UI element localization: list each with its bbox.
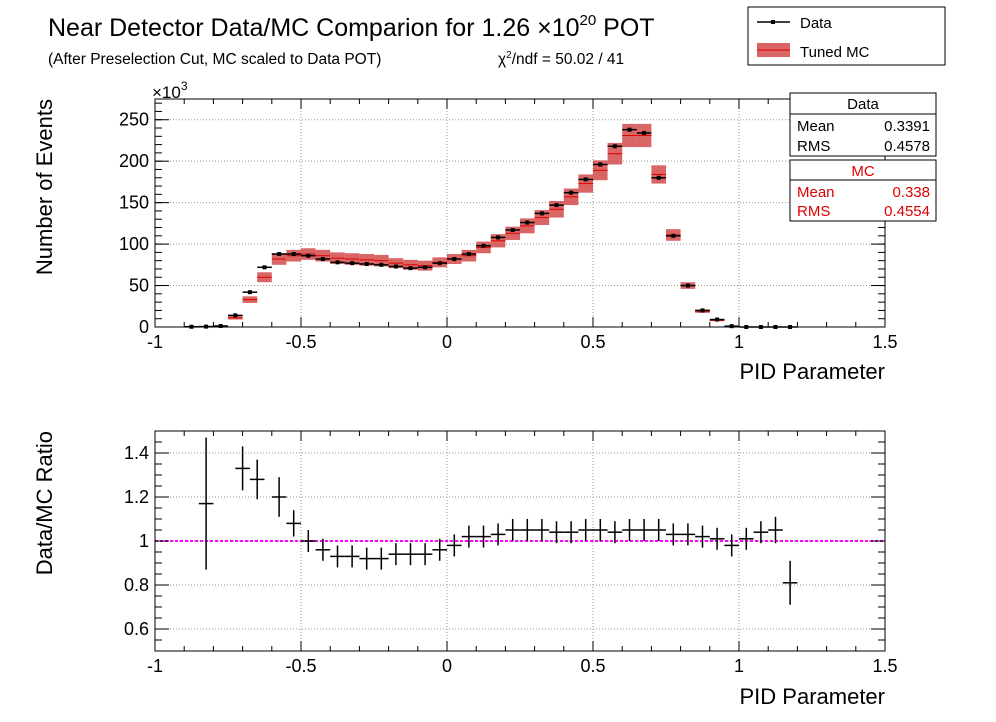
data-point	[247, 290, 252, 295]
top-histogram-panel: -1 -0.5 0 0.5 1 1.5 0 50 100 150 200 250 ×103 PID P…	[32, 79, 898, 384]
data-point	[306, 253, 311, 258]
y-tick-label: 150	[119, 193, 149, 213]
data-point	[291, 252, 296, 257]
y-tick-label: 1.4	[124, 443, 149, 463]
data-point	[539, 211, 544, 216]
top-grid	[155, 99, 885, 327]
ratio-panel: -1 -0.5 0 0.5 1 1.5 0.6 0.8 1 1.2 1.4 PID Paramete…	[32, 430, 898, 709]
y-tick-label: 1.2	[124, 487, 149, 507]
y-tick-label: 200	[119, 151, 149, 171]
ratio-x-axis-title: PID Parameter	[740, 684, 886, 709]
legend-data-marker	[771, 20, 775, 24]
data-point	[729, 324, 734, 329]
data-point-series	[184, 127, 798, 329]
stats-data-title: Data	[847, 96, 879, 113]
mc-band-series	[155, 123, 885, 328]
data-point	[554, 203, 559, 208]
stats-mc-frame	[789, 159, 937, 222]
y-tick-label: 100	[119, 234, 149, 254]
stats-data-rms-value: 0.4578	[884, 138, 930, 155]
data-point	[715, 317, 720, 322]
ratio-point-series	[198, 437, 798, 605]
legend-mc-label: Tuned MC	[800, 44, 870, 61]
x-tick-label: 1	[734, 332, 744, 352]
ratio-grid	[155, 431, 885, 651]
x-tick-label: 0	[442, 332, 452, 352]
data-point	[481, 243, 486, 248]
top-x-axis-title: PID Parameter	[740, 359, 886, 384]
data-point	[583, 177, 588, 182]
y-tick-label: 250	[119, 110, 149, 130]
top-plot-frame	[154, 98, 886, 328]
data-point	[627, 127, 632, 132]
data-point	[685, 283, 690, 288]
data-point	[569, 190, 574, 195]
stats-data-mean-value: 0.3391	[884, 118, 930, 135]
data-point	[452, 257, 457, 262]
y-tick-label: 50	[129, 276, 149, 296]
data-point	[598, 162, 603, 167]
stats-mc-rms-label: RMS	[797, 203, 830, 220]
data-point	[393, 264, 398, 269]
data-point	[233, 313, 238, 318]
chi2-label: χ2/ndf = 50.02 / 41	[498, 50, 624, 68]
stats-data-rms-label: RMS	[797, 138, 830, 155]
x-tick-label: 1.5	[872, 656, 897, 676]
data-point	[642, 130, 647, 135]
x-tick-label: -0.5	[285, 332, 316, 352]
data-point	[466, 252, 471, 257]
x-tick-label: 0	[442, 656, 452, 676]
y-tick-label: 0.8	[124, 575, 149, 595]
y-tick-label: 0.6	[124, 619, 149, 639]
data-point	[612, 144, 617, 149]
x-tick-label: -1	[147, 332, 163, 352]
top-y-multiplier: ×103	[152, 79, 188, 102]
data-point	[350, 261, 355, 266]
stats-mc-rms-value: 0.4554	[884, 203, 930, 220]
x-tick-label: 0.5	[580, 656, 605, 676]
x-tick-label: 0.5	[580, 332, 605, 352]
y-tick-label: 0	[139, 317, 149, 337]
data-point	[277, 252, 282, 257]
stats-mc-mean-value: 0.338	[892, 184, 930, 201]
data-point	[656, 175, 661, 180]
data-point	[335, 260, 340, 265]
data-point	[437, 261, 442, 266]
top-y-axis-title: Number of Events	[32, 99, 57, 275]
stats-box-data: Data Mean 0.3391 RMS 0.4578	[789, 92, 937, 157]
data-point	[262, 265, 267, 270]
legend-data-label: Data	[800, 15, 832, 32]
data-point	[525, 220, 530, 225]
stats-data-frame	[789, 92, 937, 157]
legend: Data Tuned MC	[747, 6, 946, 66]
ratio-y-axis-title: Data/MC Ratio	[32, 431, 57, 575]
data-point	[218, 324, 223, 329]
stats-box-mc: MC Mean 0.338 RMS 0.4554	[789, 159, 937, 222]
data-point	[423, 265, 428, 270]
data-point	[408, 266, 413, 271]
data-point	[320, 257, 325, 262]
title-main: Near Detector Data/MC Comparion for 1.26…	[48, 12, 655, 42]
y-tick-label: 1	[139, 531, 149, 551]
x-tick-label: 1	[734, 656, 744, 676]
data-point	[700, 308, 705, 313]
data-point	[510, 227, 515, 232]
subtitle: (After Preselection Cut, MC scaled to Da…	[48, 51, 381, 68]
data-point	[671, 233, 676, 238]
data-point	[379, 262, 384, 267]
x-tick-label: -0.5	[285, 656, 316, 676]
data-point	[496, 235, 501, 240]
ratio-axes: -1 -0.5 0 0.5 1 1.5 0.6 0.8 1 1.2 1.4	[124, 430, 898, 676]
stats-mc-mean-label: Mean	[797, 184, 835, 201]
stats-mc-title: MC	[851, 163, 874, 180]
stats-data-mean-label: Mean	[797, 118, 835, 135]
title-block: Near Detector Data/MC Comparion for 1.26…	[48, 12, 655, 68]
data-point	[364, 261, 369, 266]
x-tick-label: 1.5	[872, 332, 897, 352]
x-tick-label: -1	[147, 656, 163, 676]
